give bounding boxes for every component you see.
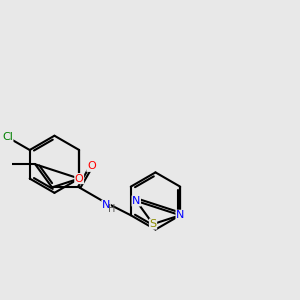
Text: O: O [75, 174, 84, 184]
Text: N: N [176, 210, 184, 220]
Text: O: O [87, 161, 96, 171]
Text: N: N [102, 200, 110, 210]
Text: H: H [108, 204, 116, 214]
Text: N: N [132, 196, 140, 206]
Text: S: S [149, 219, 157, 229]
Text: Cl: Cl [2, 132, 13, 142]
